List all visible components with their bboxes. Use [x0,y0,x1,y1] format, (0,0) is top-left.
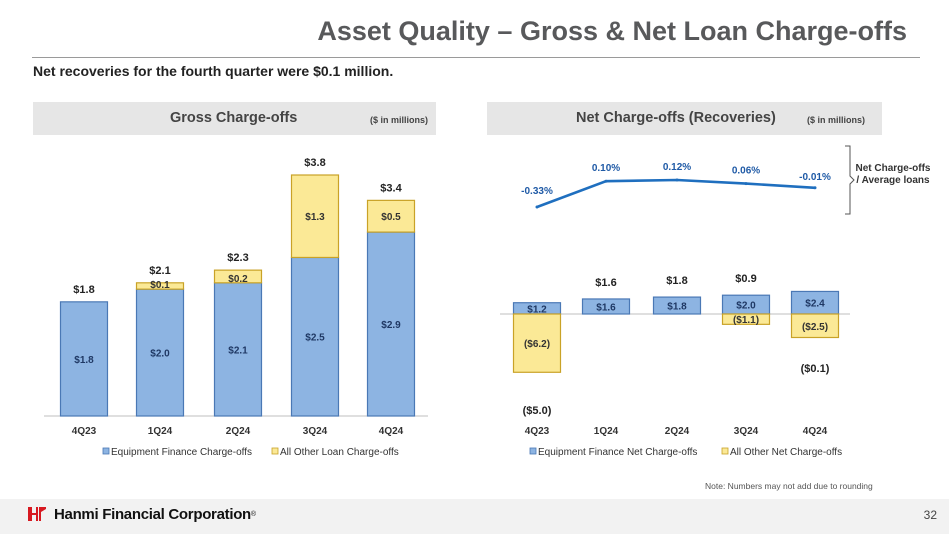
gross-label-equipment-4Q23: $1.8 [74,355,94,366]
company-logo: Hanmi Financial Corporation ® [26,504,256,524]
net-label-equipment-4Q23: $1.2 [527,304,547,315]
net-ratio-point-3Q24 [744,182,748,186]
gross-category-4Q24: 4Q24 [379,426,404,437]
net-category-1Q24: 1Q24 [594,426,619,437]
gross-label-other-2Q24: $0.2 [228,274,248,285]
gross-bar-equipment-1Q24 [135,288,185,417]
gross-total-4Q23: $1.8 [73,284,94,296]
net-ratio-label-4Q23: -0.33% [521,186,553,197]
net-legend-other-swatch [721,447,729,455]
gross-bar-other-4Q24 [366,199,416,233]
net-label-equipment-1Q24: $1.6 [596,302,616,313]
net-bar-equipment-3Q24 [721,294,771,315]
hanmi-logo-icon [28,507,46,521]
net-ratio-point-4Q24 [813,186,817,190]
footer-bar [0,499,949,534]
gross-label-other-3Q24: $1.3 [305,212,325,223]
gross-label-equipment-2Q24: $2.1 [228,345,248,356]
net-bar-other-3Q24 [721,313,771,325]
gross-panel-header: Gross Charge-offs ($ in millions) [33,102,436,135]
net-total-4Q24: ($0.1) [801,363,830,375]
gross-panel-title: Gross Charge-offs [170,110,298,126]
rounding-note: Note: Numbers may not add due to roundin… [705,481,873,491]
net-ratio-point-2Q24 [675,178,679,182]
gross-bar-other-3Q24 [290,174,340,259]
net-panel-unit: ($ in millions) [807,115,866,125]
net-label-other-4Q24: ($2.5) [802,322,828,333]
gross-legend-other-label: All Other Loan Charge-offs [280,447,399,458]
gross-category-4Q23: 4Q23 [72,426,97,437]
net-category-2Q24: 2Q24 [665,426,690,437]
net-legend-equipment-label: Equipment Finance Net Charge-offs [538,447,697,458]
gross-total-2Q24: $2.3 [227,252,248,264]
gross-bar-equipment-4Q23 [59,301,109,417]
gross-panel-unit: ($ in millions) [370,115,429,125]
net-bar-equipment-4Q24 [790,290,840,315]
net-total-4Q23: ($5.0) [523,405,552,417]
net-label-equipment-3Q24: $2.0 [736,301,756,312]
net-ratio-label-2Q24: 0.12% [663,162,691,173]
net-label-equipment-4Q24: $2.4 [805,299,825,310]
net-ratio-point-1Q24 [604,179,608,183]
net-category-4Q24: 4Q24 [803,426,828,437]
net-bar-equipment-2Q24 [652,296,702,315]
net-total-2Q24: $1.8 [666,275,687,287]
gross-total-3Q24: $3.8 [304,157,325,169]
gross-label-equipment-4Q24: $2.9 [381,320,401,331]
gross-label-other-4Q24: $0.5 [381,212,401,223]
net-bar-equipment-1Q24 [581,298,631,315]
title-divider [32,57,920,58]
net-label-other-3Q24: ($1.1) [733,315,759,326]
page-subtitle: Net recoveries for the fourth quarter we… [33,63,394,79]
gross-legend-other-swatch [271,447,279,455]
page-number: 32 [923,508,937,522]
trademark-symbol: ® [250,510,257,518]
net-ratio-point-4Q23 [535,205,539,209]
net-panel-header: Net Charge-offs (Recoveries) ($ in milli… [487,102,882,135]
gross-bar-equipment-2Q24 [213,282,263,417]
net-legend-other-label: All Other Net Charge-offs [730,447,842,458]
gross-bar-other-1Q24 [135,282,185,290]
net-bar-other-4Q23 [512,313,562,373]
net-bar-other-4Q24 [790,313,840,339]
net-panel-title: Net Charge-offs (Recoveries) [576,110,776,126]
net-total-1Q24: $1.6 [595,277,616,289]
net-category-3Q24: 3Q24 [734,426,759,437]
net-label-other-4Q23: ($6.2) [524,339,550,350]
net-label-equipment-2Q24: $1.8 [667,302,687,313]
gross-legend-equipment-label: Equipment Finance Charge-offs [111,447,252,458]
company-name: Hanmi Financial Corporation [54,505,251,523]
gross-legend-equipment-swatch [102,447,110,455]
gross-category-1Q24: 1Q24 [148,426,173,437]
net-legend-equipment-swatch [529,447,537,455]
gross-total-4Q24: $3.4 [380,182,402,194]
net-total-3Q24: $0.9 [735,273,756,285]
gross-bar-other-2Q24 [213,269,263,284]
gross-category-3Q24: 3Q24 [303,426,328,437]
gross-label-equipment-1Q24: $2.0 [150,349,170,360]
gross-bar-equipment-3Q24 [290,256,340,417]
gross-bar-equipment-4Q24 [366,231,416,417]
page-title: Asset Quality – Gross & Net Loan Charge-… [317,16,907,46]
net-bar-equipment-4Q23 [512,302,562,315]
net-ratio-label-4Q24: -0.01% [799,172,831,183]
net-category-4Q23: 4Q23 [525,426,550,437]
net-chargeoff-ratio-label: Net Charge-offs / Average loans [855,163,931,186]
gross-category-2Q24: 2Q24 [226,426,251,437]
gross-total-1Q24: $2.1 [149,265,170,277]
net-ratio-label-1Q24: 0.10% [592,163,620,174]
gross-label-other-1Q24: $0.1 [150,280,170,291]
net-ratio-label-3Q24: 0.06% [732,166,760,177]
net-ratio-line [536,178,816,209]
gross-label-equipment-3Q24: $2.5 [305,333,325,344]
